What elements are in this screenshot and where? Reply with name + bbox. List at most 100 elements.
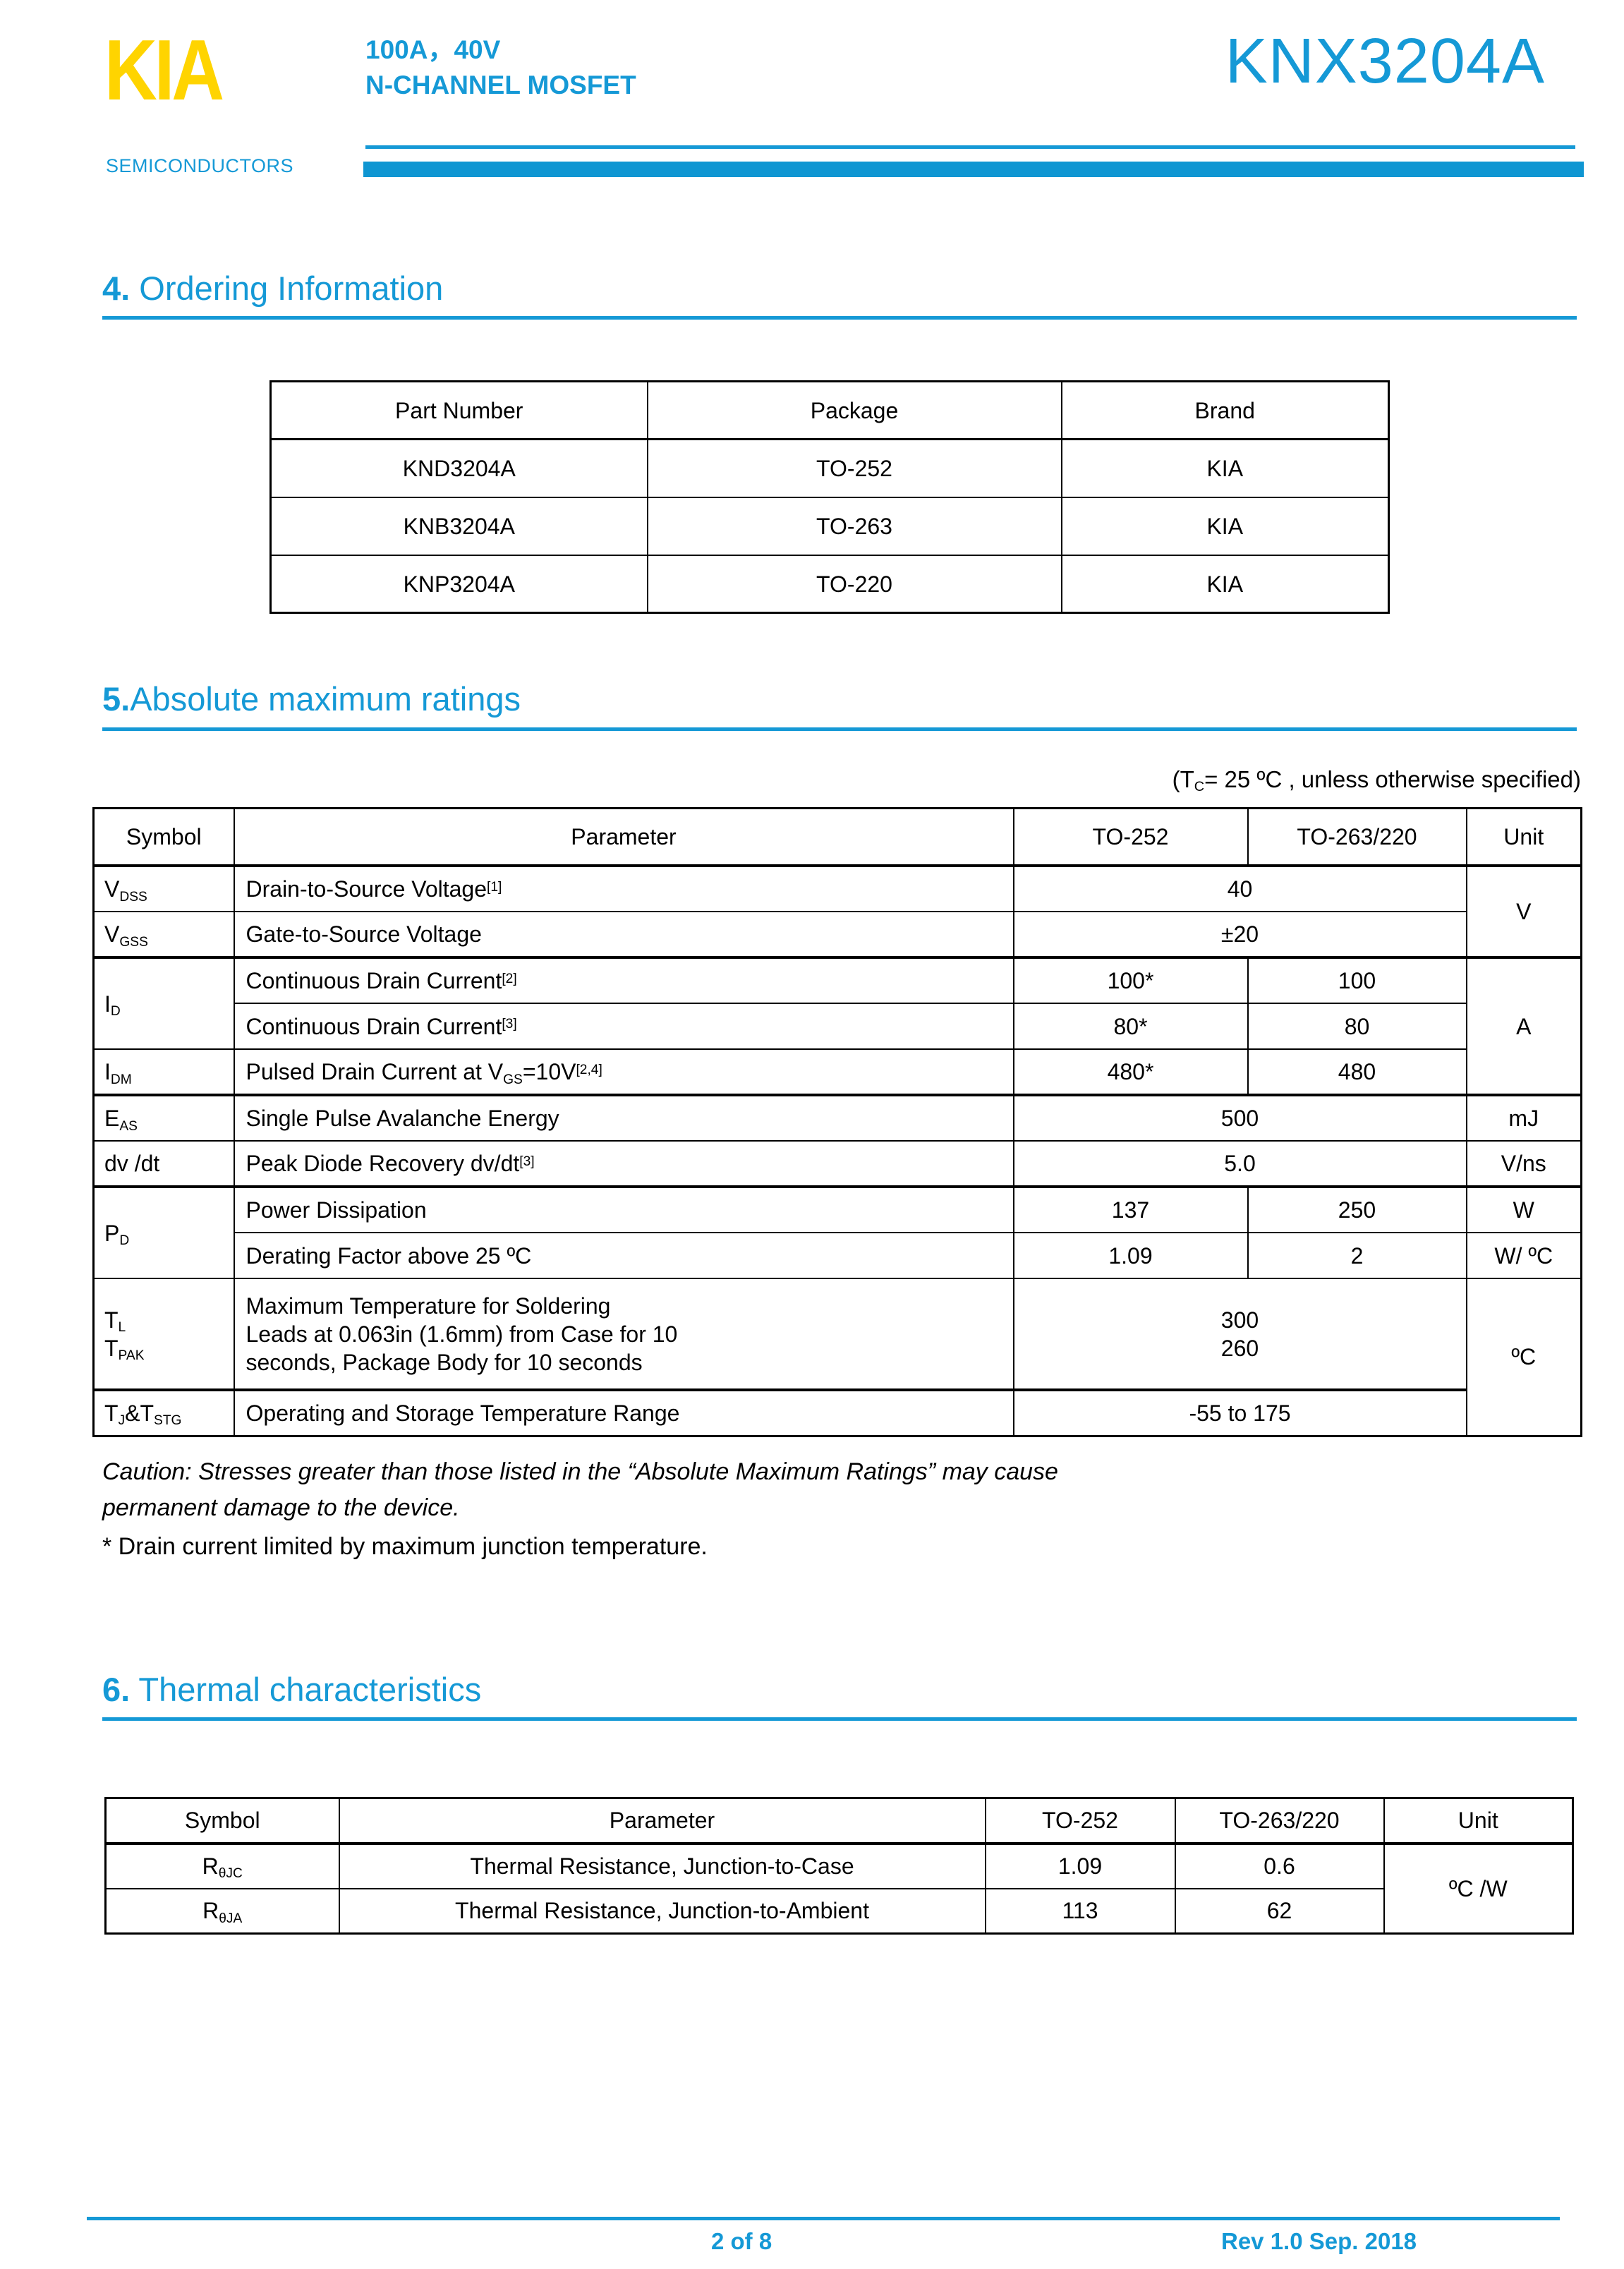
ordering-table: Part Number Package Brand KND3204A TO-25… [269,380,1390,615]
part-number-title: KNX3204A [1225,26,1545,97]
unit-cell: ºC /W [1383,1842,1574,1935]
parameter-cell: Gate-to-Source Voltage [233,911,1014,959]
col-header-part-number: Part Number [269,380,648,441]
brand-cell: KIA [1060,554,1390,614]
table-row-idm: IDM Pulsed Drain Current at VGS=10V[2,4]… [92,1048,1582,1096]
package-cell: TO-220 [646,554,1062,614]
parameter-cell: Operating and Storage Temperature Range [233,1388,1014,1437]
section-title: Thermal characteristics [130,1670,482,1708]
brand-cell: KIA [1060,438,1390,498]
table-row-pd-1: PD Power Dissipation 137 250 W [92,1185,1582,1280]
symbol-cell: RθJA [104,1887,340,1935]
section-number: 4. [102,270,131,307]
table-row-rthja: RθJA Thermal Resistance, Junction-to-Amb… [104,1887,1573,1935]
col-header-package: Package [646,380,1062,441]
parameter-cell: Peak Diode Recovery dv/dt[3] [233,1140,1014,1188]
section-ratings-rule [102,727,1577,731]
parameter-cell: Continuous Drain Current[2] [233,956,1014,1005]
page-number: 2 of 8 [711,2228,772,2254]
value-to252-cell: 100* [1012,956,1249,1005]
table-row-id-1: ID Continuous Drain Current[2] 100* 100 … [92,956,1582,1096]
value-to252-cell: 113 [984,1887,1176,1935]
value-to263-cell: 80 [1247,1003,1467,1051]
device-type-line: N-CHANNEL MOSFET [365,71,636,99]
col-header-symbol: Symbol [104,1797,340,1845]
thermal-characteristics-table: Symbol Parameter TO-252 TO-263/220 Unit … [104,1797,1574,1935]
section-number: 6. [102,1670,131,1708]
parameter-cell: Thermal Resistance, Junction-to-Case [338,1842,986,1889]
section-title: Ordering Information [130,270,444,307]
value-to252-cell: 80* [1012,1003,1249,1051]
caution-text: Caution: Stresses greater than those lis… [102,1458,1058,1521]
table-row-eas: EAS Single Pulse Avalanche Energy 500 mJ [92,1094,1582,1142]
kia-logo: KIA [104,22,224,118]
symbol-cell: VGSS [92,911,235,959]
col-header-symbol: Symbol [92,807,235,868]
header-rule-thick [363,162,1584,177]
value-to263-cell: 480 [1247,1048,1467,1096]
section-ordering-rule [102,316,1577,320]
table-row-tstg: TJ&TSTG Operating and Storage Temperatur… [92,1388,1582,1437]
table-row-vgss: VGSS Gate-to-Source Voltage ±20 [92,911,1582,959]
col-header-parameter: Parameter [338,1797,986,1845]
footer-rule [87,2217,1560,2220]
col-header-brand: Brand [1060,380,1390,441]
parameter-cell: Drain-to-Source Voltage[1] [233,865,1014,913]
value-cell: -55 to 175 [1012,1388,1467,1437]
section-ordering-heading: 4. Ordering Information [102,271,1577,305]
unit-cell: A [1465,956,1582,1096]
table-row-vdss: VDSS Drain-to-Source Voltage[1] 40 V [92,865,1582,959]
value-to252-cell: 480* [1012,1048,1249,1096]
table-row-pd-2: Derating Factor above 25 ºC 1.09 2 W/ ºC [94,1232,1582,1280]
section-thermal-rule [102,1717,1577,1722]
logo-tagline: SEMICONDUCTORS [106,155,294,176]
header-rule-thin [365,145,1575,149]
section-number: 5. [102,680,131,718]
part-number-cell: KND3204A [269,438,648,498]
absolute-maximum-ratings-table: Symbol Parameter TO-252 TO-263/220 Unit … [92,806,1582,1437]
page-content: 4. Ordering Information Part Number Pack… [0,271,1624,1935]
symbol-cell: IDM [92,1048,235,1096]
part-number-cell: KNP3204A [269,554,648,614]
section-thermal-heading: 6. Thermal characteristics [102,1672,1577,1707]
symbol-cell: EAS [92,1094,235,1142]
unit-cell: W/ ºC [1465,1232,1582,1280]
parameter-cell: Single Pulse Avalanche Energy [233,1094,1014,1142]
table-row: KNP3204A TO-220 KIA [269,554,1390,614]
value-cell: ±20 [1012,911,1467,959]
thermal-header-row: Symbol Parameter TO-252 TO-263/220 Unit [104,1797,1574,1845]
unit-cell: W [1465,1185,1582,1234]
table-row-soldering: TL TPAK Maximum Temperature for Soldering… [92,1278,1582,1437]
symbol-cell: TJ&TSTG [92,1388,235,1437]
symbol-cell: RθJC [104,1842,340,1889]
symbol-cell: PD [92,1185,235,1280]
ordering-header-row: Part Number Package Brand [269,380,1390,441]
col-header-parameter: Parameter [233,807,1014,868]
value-to252-cell: 137 [1012,1185,1249,1234]
col-header-to252: TO-252 [1012,807,1249,868]
section-title: Absolute maximum ratings [130,680,521,718]
test-conditions-note: (TC= 25 ºC , unless otherwise specified) [1172,766,1581,795]
unit-cell: V [1465,865,1582,959]
parameter-cell: Power Dissipation [233,1185,1014,1234]
col-header-to263-220: TO-263/220 [1174,1797,1385,1845]
symbol-cell: VDSS [92,865,235,913]
table-row: KND3204A TO-252 KIA [269,438,1390,498]
col-header-to263-220: TO-263/220 [1247,807,1467,868]
col-header-unit: Unit [1465,807,1582,868]
value-cell: 300 260 [1012,1278,1467,1391]
col-header-unit: Unit [1383,1797,1574,1845]
parameter-cell: Continuous Drain Current[3] [233,1003,1014,1051]
value-to263-cell: 2 [1247,1232,1467,1280]
value-cell: 5.0 [1012,1140,1467,1188]
drain-current-footnote: * Drain current limited by maximum junct… [102,1532,708,1560]
value-to252-cell: 1.09 [984,1842,1176,1889]
device-rating-line: 100A，40V [365,35,501,64]
package-cell: TO-263 [646,496,1062,556]
symbol-cell: TL TPAK [92,1278,235,1391]
value-to263-cell: 100 [1247,956,1467,1005]
value-cell: 500 [1012,1094,1467,1142]
part-number-cell: KNB3204A [269,496,648,556]
brand-cell: KIA [1060,496,1390,556]
symbol-cell: dv /dt [92,1140,235,1188]
